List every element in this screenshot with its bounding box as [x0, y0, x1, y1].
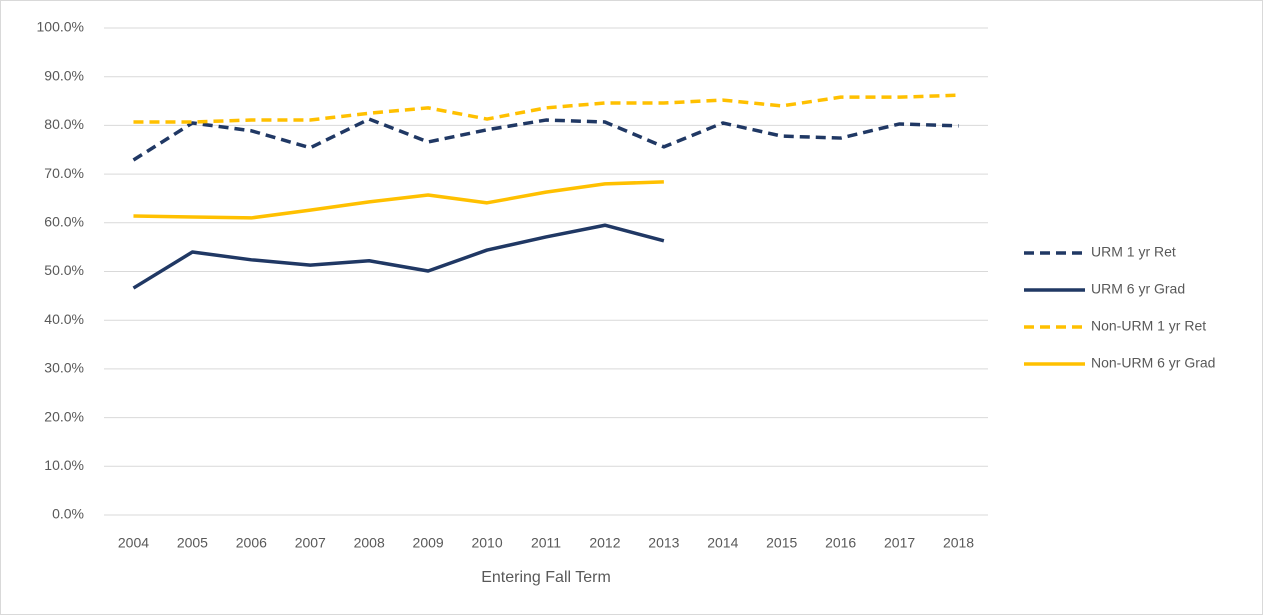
- x-tick-label: 2015: [766, 535, 797, 551]
- x-tick-label: 2014: [707, 535, 738, 551]
- series-line: [133, 180, 664, 220]
- series-line: [133, 93, 959, 124]
- legend-label: Non-URM 1 yr Ret: [1091, 318, 1206, 334]
- x-tick-label: 2017: [884, 535, 915, 551]
- y-tick-label: 90.0%: [44, 67, 84, 83]
- legend-label: Non-URM 6 yr Grad: [1091, 355, 1215, 371]
- legend-label: URM 6 yr Grad: [1091, 281, 1185, 297]
- y-tick-label: 100.0%: [37, 19, 84, 35]
- series-line: [132, 223, 665, 290]
- y-tick-label: 80.0%: [44, 116, 84, 132]
- y-tick-label: 40.0%: [44, 311, 84, 327]
- y-tick-label: 30.0%: [44, 360, 84, 376]
- y-tick-label: 60.0%: [44, 214, 84, 230]
- x-tick-label: 2009: [413, 535, 444, 551]
- x-tick-label: 2005: [177, 535, 208, 551]
- x-tick-label: 2006: [236, 535, 267, 551]
- x-tick-label: 2007: [295, 535, 326, 551]
- y-tick-label: 0.0%: [52, 506, 84, 522]
- series-line: [132, 117, 959, 162]
- y-tick-label: 50.0%: [44, 262, 84, 278]
- x-tick-label: 2004: [118, 535, 149, 551]
- x-tick-label: 2010: [471, 535, 502, 551]
- y-tick-label: 10.0%: [44, 457, 84, 473]
- x-tick-label: 2012: [589, 535, 620, 551]
- x-tick-label: 2016: [825, 535, 856, 551]
- x-axis-title: Entering Fall Term: [481, 569, 611, 586]
- legend-label: URM 1 yr Ret: [1091, 244, 1176, 260]
- x-tick-label: 2018: [943, 535, 974, 551]
- x-tick-label: 2008: [354, 535, 385, 551]
- x-tick-label: 2013: [648, 535, 679, 551]
- x-tick-label: 2011: [531, 535, 561, 551]
- y-tick-label: 20.0%: [44, 408, 84, 424]
- y-tick-label: 70.0%: [44, 165, 84, 181]
